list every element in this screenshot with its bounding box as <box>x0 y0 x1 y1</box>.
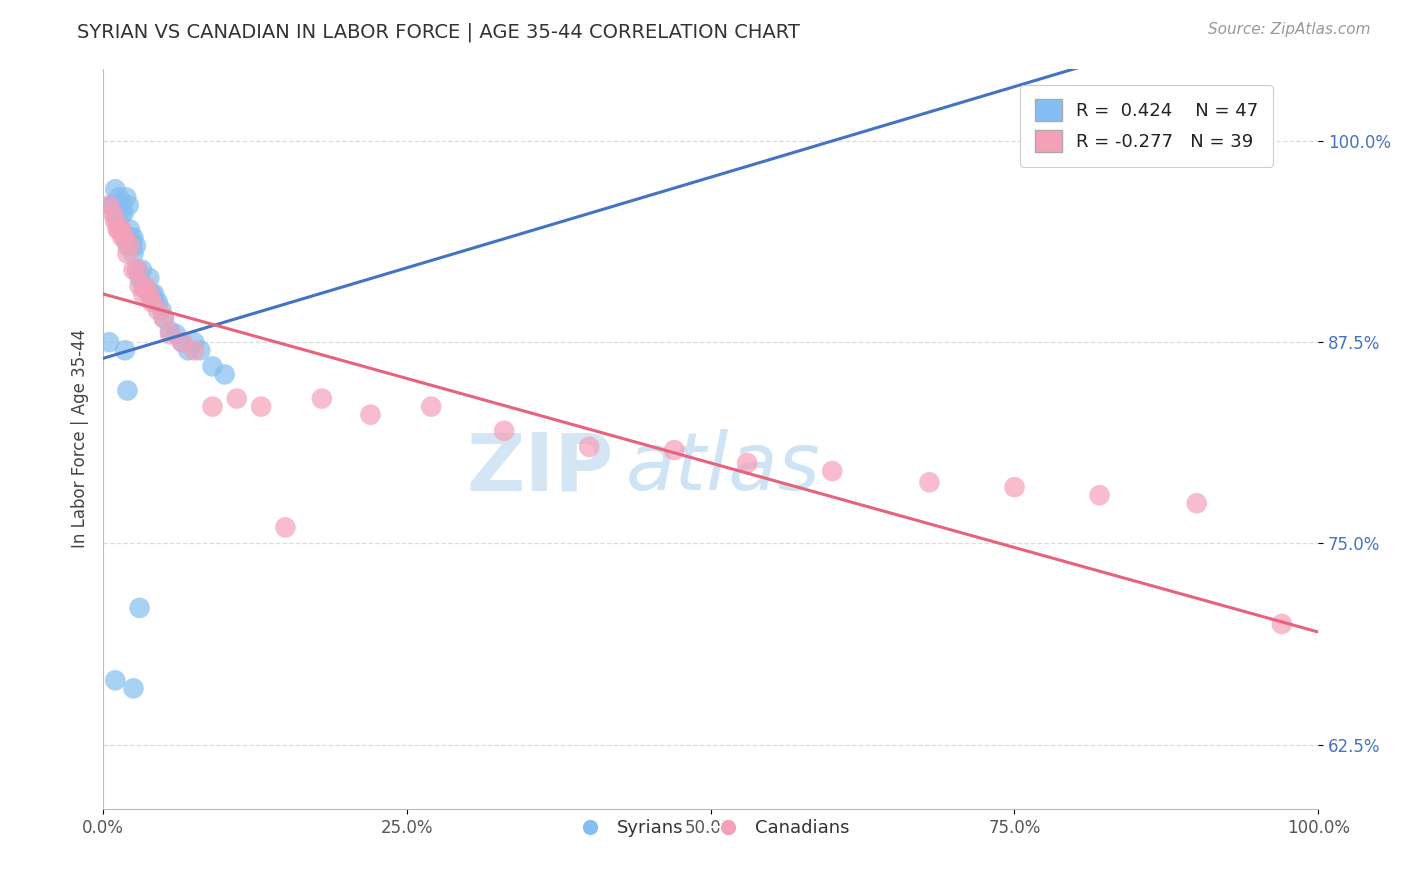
Point <box>188 343 211 358</box>
Point <box>159 327 181 342</box>
Point <box>128 600 150 615</box>
Point <box>107 222 129 236</box>
Point <box>146 303 169 318</box>
Point <box>664 443 686 458</box>
Point <box>114 230 136 244</box>
Point <box>110 222 132 236</box>
Point <box>735 456 758 470</box>
Point <box>122 681 145 696</box>
Point <box>112 206 135 220</box>
Point <box>131 262 153 277</box>
Point <box>104 673 127 688</box>
Y-axis label: In Labor Force | Age 35-44: In Labor Force | Age 35-44 <box>72 329 89 549</box>
Point <box>111 230 134 244</box>
Point <box>138 287 160 301</box>
Point <box>359 408 381 422</box>
Point <box>132 287 155 301</box>
Point <box>127 262 149 277</box>
Point <box>1088 488 1111 502</box>
Point <box>214 368 236 382</box>
Legend: Syrians, Canadians: Syrians, Canadians <box>564 812 858 845</box>
Point <box>122 230 145 244</box>
Point <box>114 343 136 358</box>
Point <box>143 287 166 301</box>
Point <box>201 400 224 414</box>
Point <box>494 424 516 438</box>
Point <box>225 392 247 406</box>
Point <box>104 206 127 220</box>
Point <box>250 400 273 414</box>
Point <box>153 311 176 326</box>
Point <box>128 278 150 293</box>
Point <box>153 311 176 326</box>
Point <box>146 295 169 310</box>
Point <box>98 198 121 212</box>
Point <box>100 198 122 212</box>
Point <box>108 222 131 236</box>
Point <box>127 262 149 277</box>
Point <box>117 238 139 252</box>
Point <box>172 335 194 350</box>
Point <box>118 238 141 252</box>
Point <box>183 343 205 358</box>
Point <box>125 238 148 252</box>
Text: ZIP: ZIP <box>467 429 613 508</box>
Point <box>117 246 139 260</box>
Point <box>111 198 134 212</box>
Point <box>420 400 443 414</box>
Point <box>201 359 224 374</box>
Point <box>135 278 157 293</box>
Point <box>101 198 124 212</box>
Point <box>122 262 145 277</box>
Point <box>122 246 145 260</box>
Point <box>1185 496 1208 510</box>
Point <box>110 206 132 220</box>
Point <box>128 270 150 285</box>
Text: SYRIAN VS CANADIAN IN LABOR FORCE | AGE 35-44 CORRELATION CHART: SYRIAN VS CANADIAN IN LABOR FORCE | AGE … <box>77 22 800 42</box>
Point <box>145 295 167 310</box>
Point <box>110 222 132 236</box>
Point <box>132 278 155 293</box>
Point <box>150 303 173 318</box>
Point <box>578 440 600 454</box>
Point <box>117 198 139 212</box>
Point <box>821 464 844 478</box>
Point <box>107 214 129 228</box>
Point <box>98 335 121 350</box>
Point <box>183 335 205 350</box>
Point <box>1271 617 1294 632</box>
Point <box>165 327 187 342</box>
Point <box>104 214 127 228</box>
Point <box>141 295 163 310</box>
Point <box>159 324 181 338</box>
Point <box>101 206 124 220</box>
Point <box>108 190 131 204</box>
Point <box>177 343 200 358</box>
Point <box>274 520 297 534</box>
Text: Source: ZipAtlas.com: Source: ZipAtlas.com <box>1208 22 1371 37</box>
Point <box>135 282 157 296</box>
Point <box>118 222 141 236</box>
Point <box>141 287 163 301</box>
Point <box>918 475 941 490</box>
Point <box>1004 480 1026 494</box>
Point <box>120 230 142 244</box>
Point <box>172 335 194 350</box>
Point <box>115 190 138 204</box>
Text: atlas: atlas <box>626 429 820 508</box>
Point <box>121 238 143 252</box>
Point <box>138 270 160 285</box>
Point <box>104 182 127 196</box>
Point <box>118 234 141 248</box>
Point <box>117 384 139 398</box>
Point <box>311 392 333 406</box>
Point <box>114 230 136 244</box>
